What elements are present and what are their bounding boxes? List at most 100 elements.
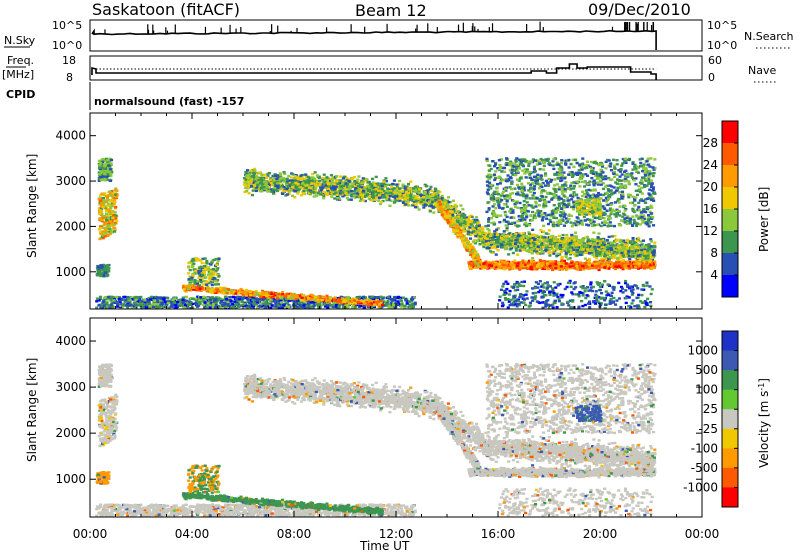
power-cell xyxy=(251,175,254,177)
power-cell xyxy=(567,218,570,220)
power-cell xyxy=(551,213,554,215)
power-cell xyxy=(570,163,573,165)
power-cell xyxy=(525,176,528,178)
power-cell xyxy=(531,229,534,231)
power-cell xyxy=(593,184,596,186)
power-cell xyxy=(327,182,330,184)
power-cell xyxy=(407,183,410,185)
power-cell xyxy=(484,232,487,234)
power-cell xyxy=(382,195,385,197)
power-cell xyxy=(384,177,387,179)
power-cell xyxy=(576,162,579,164)
power-cell xyxy=(613,210,616,212)
power-cell xyxy=(550,198,553,200)
power-cell xyxy=(115,214,118,216)
power-cell xyxy=(569,195,572,197)
power-cell xyxy=(468,216,471,218)
power-cell xyxy=(385,192,388,194)
power-cell xyxy=(245,175,248,177)
power-cell xyxy=(100,233,103,235)
power-cell xyxy=(315,185,318,187)
power-cell xyxy=(506,234,509,236)
power-cell xyxy=(541,251,544,253)
power-cell xyxy=(350,190,353,192)
power-cell xyxy=(481,241,484,243)
power-cell xyxy=(380,201,383,203)
power-cell xyxy=(624,243,627,245)
power-cell xyxy=(558,186,561,188)
power-cell xyxy=(326,194,329,196)
power-cell xyxy=(626,239,629,241)
power-cell xyxy=(114,194,117,196)
power-cell xyxy=(296,176,299,178)
power-cell xyxy=(109,194,112,196)
power-cell xyxy=(508,210,511,212)
power-cell xyxy=(595,162,598,164)
power-cell xyxy=(102,175,105,177)
power-cell xyxy=(620,197,623,199)
power-cell xyxy=(641,221,644,223)
power-cell xyxy=(295,187,298,189)
power-cell xyxy=(604,185,607,187)
power-cell xyxy=(652,166,655,168)
power-cell xyxy=(649,238,652,240)
power-cell xyxy=(647,182,650,184)
power-cell xyxy=(587,238,590,240)
power-cell xyxy=(646,206,649,208)
power-cell xyxy=(494,207,497,209)
power-cell xyxy=(576,251,579,253)
power-cell xyxy=(546,160,549,162)
power-cell xyxy=(533,214,536,216)
power-cell xyxy=(536,197,539,199)
power-cell xyxy=(481,232,484,234)
power-cell xyxy=(114,201,117,203)
power-cell xyxy=(254,178,257,180)
power-cell xyxy=(523,172,526,174)
power-cell xyxy=(374,199,377,201)
power-cell xyxy=(503,230,506,232)
power-cell xyxy=(536,174,539,176)
power-cell xyxy=(110,223,113,225)
power-cell xyxy=(554,173,557,175)
power-cell xyxy=(560,251,563,253)
power-cell xyxy=(296,192,299,194)
power-cell xyxy=(312,191,315,193)
nave-label: Nave xyxy=(748,64,776,77)
power-cell xyxy=(515,157,518,159)
power-cell xyxy=(553,194,556,196)
power-cell xyxy=(597,236,600,238)
power-cell xyxy=(637,206,640,208)
power-cell xyxy=(315,195,318,197)
power-cell xyxy=(283,171,286,173)
power-cell xyxy=(99,209,102,211)
power-cell xyxy=(534,201,537,203)
power-cell xyxy=(618,191,621,193)
power-cell xyxy=(282,177,285,179)
power-cell xyxy=(493,179,496,181)
power-cell xyxy=(498,207,501,209)
power-cell xyxy=(634,196,637,198)
power-cell xyxy=(616,174,619,176)
power-cell xyxy=(395,195,398,197)
power-cell xyxy=(415,200,418,202)
power-cell xyxy=(540,244,543,246)
power-cell xyxy=(558,247,561,249)
power-cell xyxy=(636,240,639,242)
power-cell xyxy=(521,214,524,216)
power-cell xyxy=(542,216,545,218)
power-cell xyxy=(566,206,569,208)
power-cell xyxy=(581,221,584,223)
power-cell xyxy=(616,257,619,259)
power-cell xyxy=(530,160,533,162)
freq-label: Freq. xyxy=(7,54,34,67)
power-cell xyxy=(518,167,521,169)
power-cell xyxy=(336,183,339,185)
power-cell xyxy=(641,246,644,248)
power-cell xyxy=(359,200,362,202)
power-cell xyxy=(579,174,582,176)
power-cell xyxy=(571,176,574,178)
power-cell xyxy=(100,269,103,271)
power-cell xyxy=(478,230,481,232)
power-cell xyxy=(566,237,569,239)
power-cell xyxy=(496,234,499,236)
